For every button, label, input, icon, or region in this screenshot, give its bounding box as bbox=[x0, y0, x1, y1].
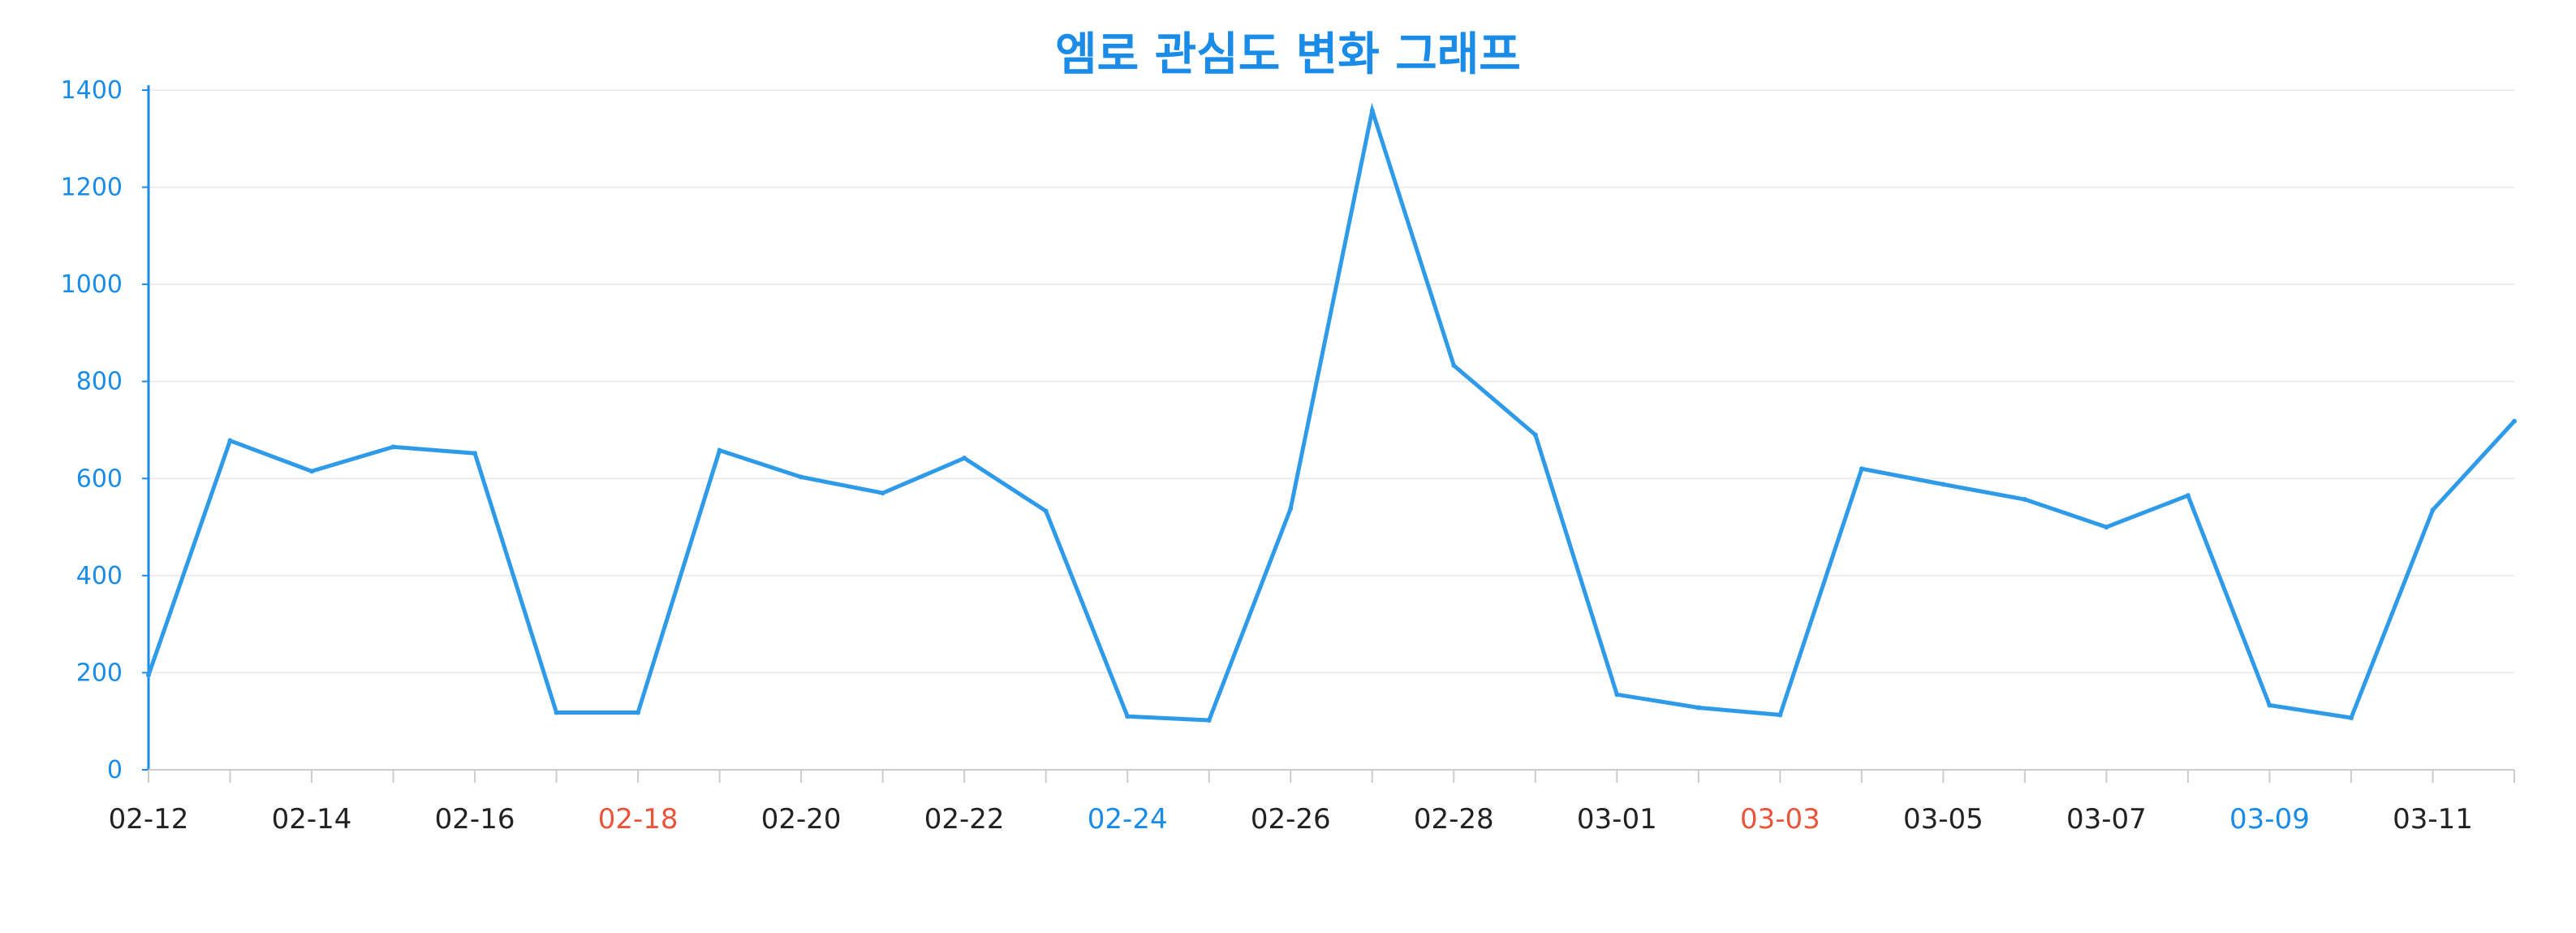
data-point bbox=[1125, 714, 1131, 719]
data-point bbox=[1859, 466, 1864, 472]
data-point bbox=[1451, 362, 1457, 368]
x-tick-label: 03-11 bbox=[2393, 803, 2473, 836]
data-point bbox=[2430, 508, 2436, 513]
data-point bbox=[1043, 508, 1049, 514]
chart-title: 엠로 관심도 변화 그래프 bbox=[1055, 28, 1521, 81]
x-tick-label: 03-01 bbox=[1577, 803, 1657, 836]
data-point bbox=[146, 672, 151, 678]
x-tick-label: 03-07 bbox=[2066, 803, 2147, 836]
data-point bbox=[880, 490, 885, 496]
data-point bbox=[1695, 705, 1701, 711]
x-tick-label: 02-26 bbox=[1251, 803, 1331, 836]
data-point bbox=[1369, 108, 1375, 114]
data-point bbox=[799, 474, 804, 480]
y-tick-label: 0 bbox=[107, 756, 123, 784]
x-tick-label: 02-18 bbox=[598, 803, 678, 836]
y-tick-label: 400 bbox=[76, 562, 123, 590]
x-tick-label: 02-12 bbox=[109, 803, 189, 836]
y-tick-label: 600 bbox=[76, 464, 123, 493]
data-point bbox=[1532, 432, 1538, 438]
data-point bbox=[554, 710, 559, 715]
y-tick-label: 800 bbox=[76, 368, 123, 396]
x-tick-label: 02-28 bbox=[1414, 803, 1494, 836]
data-point bbox=[2267, 702, 2272, 708]
data-point bbox=[1614, 692, 1620, 698]
data-point bbox=[2104, 525, 2109, 530]
data-point bbox=[962, 456, 967, 461]
data-point bbox=[635, 710, 641, 715]
x-tick-label: 02-16 bbox=[435, 803, 515, 836]
series-line bbox=[146, 102, 2516, 723]
data-point bbox=[2185, 493, 2190, 499]
data-point bbox=[1777, 712, 1783, 718]
data-point bbox=[2348, 715, 2354, 721]
x-tick-label: 02-14 bbox=[272, 803, 352, 836]
data-point bbox=[390, 444, 396, 450]
data-point bbox=[717, 447, 722, 453]
data-point bbox=[227, 438, 233, 443]
x-tick-label: 03-09 bbox=[2229, 803, 2310, 836]
data-point bbox=[1941, 482, 1946, 487]
x-tick-label: 03-05 bbox=[1903, 803, 1984, 836]
data-point bbox=[1288, 506, 1294, 512]
x-tick-label: 03-03 bbox=[1740, 803, 1820, 836]
data-point bbox=[2022, 496, 2027, 502]
y-tick-label: 1400 bbox=[61, 76, 123, 105]
x-tick-label: 02-20 bbox=[761, 803, 842, 836]
data-point bbox=[309, 469, 315, 474]
data-point bbox=[2512, 418, 2517, 424]
data-point bbox=[472, 451, 478, 456]
y-tick-label: 200 bbox=[76, 659, 123, 687]
y-tick-label: 1200 bbox=[61, 174, 123, 202]
data-point bbox=[1206, 718, 1212, 724]
y-tick-label: 1000 bbox=[61, 270, 123, 299]
x-tick-label: 02-24 bbox=[1088, 803, 1168, 836]
x-tick-label: 02-22 bbox=[924, 803, 1005, 836]
